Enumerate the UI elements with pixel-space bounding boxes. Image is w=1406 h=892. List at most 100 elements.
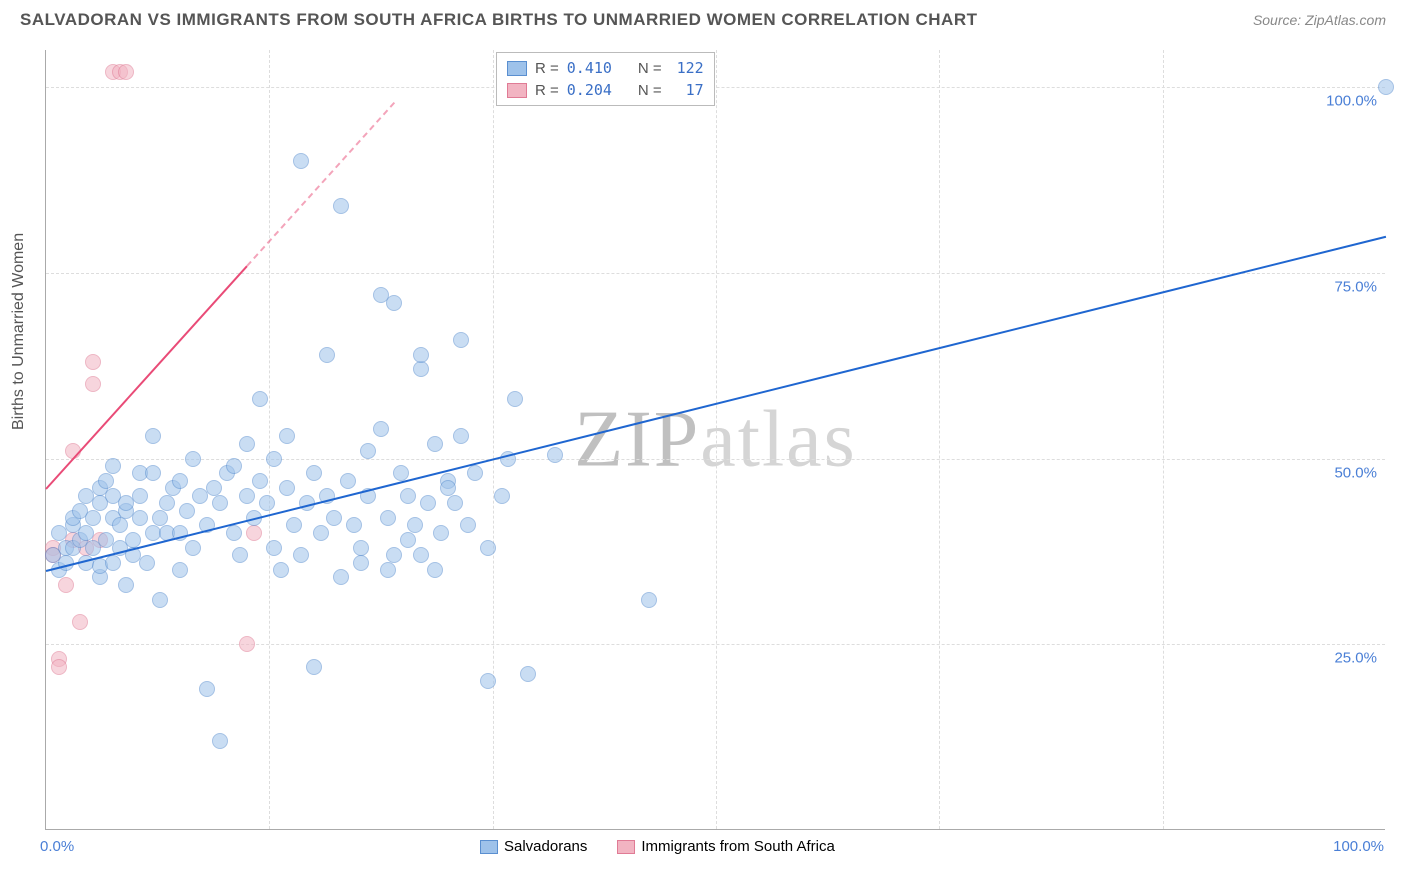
scatter-point-salvadorans	[179, 503, 195, 519]
scatter-point-salvadorans	[185, 540, 201, 556]
scatter-point-salvadorans	[333, 569, 349, 585]
y-axis-label: Births to Unmarried Women	[10, 233, 28, 430]
scatter-point-salvadorans	[132, 510, 148, 526]
scatter-point-salvadorans	[507, 391, 523, 407]
scatter-point-salvadorans	[420, 495, 436, 511]
scatter-point-salvadorans	[226, 525, 242, 541]
scatter-point-salvadorans	[145, 428, 161, 444]
scatter-point-salvadorans	[159, 495, 175, 511]
scatter-point-salvadorans	[400, 488, 416, 504]
scatter-point-salvadorans	[453, 332, 469, 348]
scatter-point-south-africa	[246, 525, 262, 541]
scatter-point-salvadorans	[353, 540, 369, 556]
scatter-point-salvadorans	[380, 510, 396, 526]
n-value: 122	[670, 59, 704, 77]
scatter-point-salvadorans	[85, 510, 101, 526]
scatter-point-salvadorans	[145, 465, 161, 481]
scatter-point-salvadorans	[547, 447, 563, 463]
scatter-point-salvadorans	[232, 547, 248, 563]
scatter-point-salvadorans	[494, 488, 510, 504]
gridline-vertical	[939, 50, 940, 829]
legend-top-row: R = 0.410 N = 122	[507, 57, 704, 79]
scatter-point-salvadorans	[413, 547, 429, 563]
scatter-point-salvadorans	[212, 733, 228, 749]
scatter-point-salvadorans	[172, 473, 188, 489]
y-tick-label: 25.0%	[1334, 650, 1377, 667]
scatter-point-south-africa	[239, 636, 255, 652]
gridline-vertical	[716, 50, 717, 829]
chart-header: SALVADORAN VS IMMIGRANTS FROM SOUTH AFRI…	[0, 0, 1406, 35]
scatter-point-salvadorans	[326, 510, 342, 526]
scatter-point-salvadorans	[78, 525, 94, 541]
gridline-vertical	[1163, 50, 1164, 829]
scatter-point-salvadorans	[286, 517, 302, 533]
scatter-point-salvadorans	[413, 347, 429, 363]
scatter-point-south-africa	[72, 614, 88, 630]
scatter-point-salvadorans	[252, 473, 268, 489]
scatter-point-salvadorans	[105, 458, 121, 474]
y-tick-label: 75.0%	[1334, 278, 1377, 295]
scatter-point-salvadorans	[266, 540, 282, 556]
gridline-vertical	[493, 50, 494, 829]
r-label: R =	[535, 60, 559, 77]
scatter-point-salvadorans	[199, 681, 215, 697]
scatter-point-salvadorans	[266, 451, 282, 467]
legend-item-south-africa: Immigrants from South Africa	[617, 838, 834, 855]
scatter-point-salvadorans	[172, 562, 188, 578]
scatter-point-salvadorans	[353, 555, 369, 571]
scatter-point-salvadorans	[212, 495, 228, 511]
scatter-point-salvadorans	[279, 480, 295, 496]
x-tick-0: 0.0%	[40, 838, 74, 855]
scatter-point-salvadorans	[427, 562, 443, 578]
scatter-point-salvadorans	[373, 421, 389, 437]
n-label: N =	[638, 60, 662, 77]
scatter-point-salvadorans	[346, 517, 362, 533]
scatter-point-salvadorans	[460, 517, 476, 533]
scatter-point-salvadorans	[333, 198, 349, 214]
source-label: Source: ZipAtlas.com	[1253, 12, 1386, 28]
scatter-point-salvadorans	[641, 592, 657, 608]
trend-line	[45, 266, 247, 490]
scatter-point-salvadorans	[252, 391, 268, 407]
scatter-point-salvadorans	[306, 659, 322, 675]
scatter-point-salvadorans	[467, 465, 483, 481]
scatter-point-south-africa	[118, 64, 134, 80]
scatter-point-salvadorans	[152, 592, 168, 608]
x-tick-100: 100.0%	[1333, 838, 1384, 855]
gridline-vertical	[269, 50, 270, 829]
scatter-point-south-africa	[85, 354, 101, 370]
legend-top-row: R =0.204N =17	[507, 79, 704, 101]
n-value: 17	[670, 81, 704, 99]
scatter-point-salvadorans	[340, 473, 356, 489]
scatter-point-salvadorans	[273, 562, 289, 578]
scatter-point-salvadorans	[400, 532, 416, 548]
scatter-point-south-africa	[51, 659, 67, 675]
swatch-salvadorans	[480, 840, 498, 854]
scatter-point-salvadorans	[319, 347, 335, 363]
y-tick-label: 50.0%	[1334, 464, 1377, 481]
scatter-point-salvadorans	[480, 540, 496, 556]
legend-swatch	[507, 61, 527, 76]
n-label: N =	[638, 82, 662, 99]
scatter-point-salvadorans	[447, 495, 463, 511]
scatter-point-salvadorans	[306, 465, 322, 481]
legend-label-salvadorans: Salvadorans	[504, 838, 587, 855]
scatter-point-salvadorans	[313, 525, 329, 541]
chart-title: SALVADORAN VS IMMIGRANTS FROM SOUTH AFRI…	[20, 10, 978, 30]
scatter-point-salvadorans	[520, 666, 536, 682]
legend-top: R = 0.410 N = 122R = 0.204 N = 17	[496, 52, 715, 106]
scatter-point-salvadorans	[293, 547, 309, 563]
scatter-point-salvadorans	[105, 555, 121, 571]
r-value: 0.410	[567, 59, 612, 77]
scatter-point-salvadorans	[206, 480, 222, 496]
scatter-point-salvadorans	[360, 443, 376, 459]
r-value: 0.204	[567, 81, 612, 99]
scatter-point-salvadorans	[293, 153, 309, 169]
swatch-south-africa	[617, 840, 635, 854]
scatter-point-salvadorans	[427, 436, 443, 452]
scatter-point-salvadorans	[239, 436, 255, 452]
y-tick-label: 100.0%	[1326, 93, 1377, 110]
legend-swatch	[507, 83, 527, 98]
chart-plot-area: ZIPatlas 25.0%50.0%75.0%100.0%R =0.410N …	[45, 50, 1385, 830]
scatter-point-salvadorans	[380, 562, 396, 578]
